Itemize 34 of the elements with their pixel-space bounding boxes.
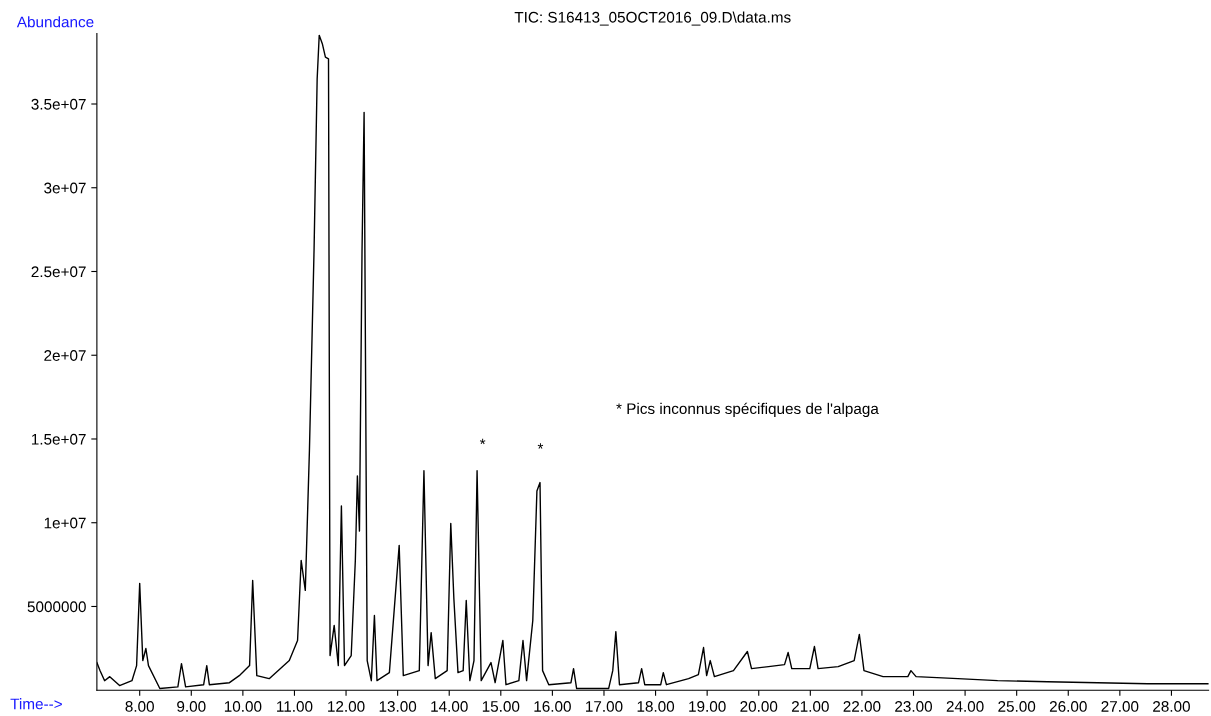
y-tick-label: 1e+07 — [44, 517, 86, 529]
x-tick-label: 21.00 — [791, 701, 829, 712]
x-tick-label: 22.00 — [843, 701, 881, 712]
x-tick-label: 12.00 — [328, 701, 365, 712]
x-tick-label: 19.00 — [689, 701, 726, 712]
annotation: * Pics inconnus spécifiques de l'alpaga — [616, 402, 879, 418]
y-tick-label: 5000000 — [27, 601, 86, 613]
x-tick-label: 14.00 — [431, 701, 468, 712]
annotation: * — [479, 438, 486, 445]
x-tick-label: 25.00 — [998, 701, 1036, 712]
x-tick-label: 10.00 — [224, 701, 262, 712]
y-tick-label: 3.5e+07 — [31, 98, 86, 110]
x-tick-label: 9.00 — [177, 701, 206, 712]
x-tick-label: 15.00 — [482, 701, 520, 712]
x-tick-label: 18.00 — [637, 701, 675, 712]
x-tick-label: 23.00 — [895, 701, 933, 712]
x-tick-label: 26.00 — [1049, 701, 1087, 712]
y-axis-title: Abundance — [16, 16, 94, 28]
y-tick-label: 1.5e+07 — [31, 433, 86, 445]
chart-title: TIC: S16413_05OCT2016_09.D\data.ms — [514, 11, 791, 26]
x-tick-label: 11.00 — [277, 701, 313, 712]
x-tick-label: 8.00 — [125, 701, 154, 712]
annotation: * — [537, 443, 544, 449]
x-tick-label: 16.00 — [534, 701, 571, 712]
y-tick-label: 2.5e+07 — [31, 266, 86, 278]
y-tick-label: 2e+07 — [44, 350, 86, 361]
x-axis-title: Time--> — [10, 698, 62, 710]
y-tick-label: 3e+07 — [44, 182, 86, 194]
x-tick-label: 27.00 — [1101, 701, 1139, 712]
x-tick-label: 24.00 — [946, 701, 984, 712]
x-tick-label: 28.00 — [1153, 701, 1190, 712]
x-tick-label: 20.00 — [740, 701, 778, 712]
x-tick-label: 13.00 — [379, 701, 417, 712]
x-tick-label: 17.00 — [586, 701, 623, 712]
